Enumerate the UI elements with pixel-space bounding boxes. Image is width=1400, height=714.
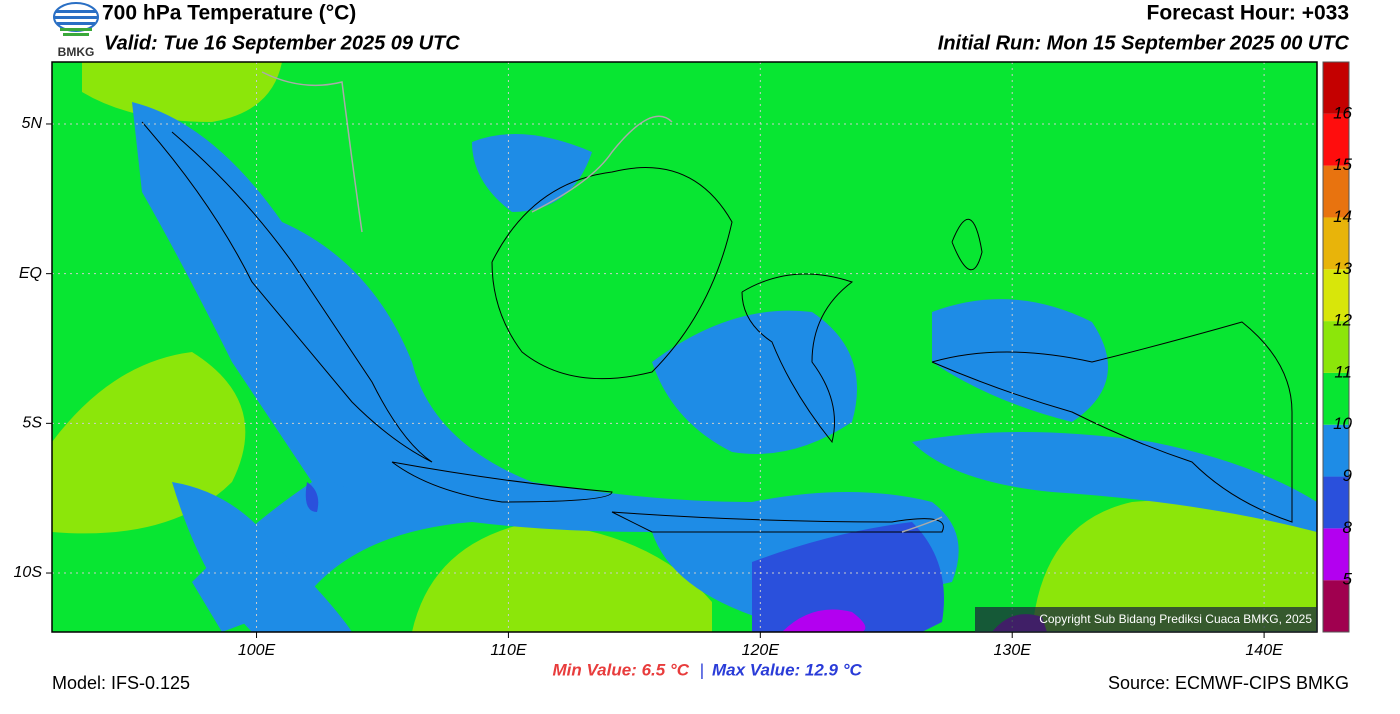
- field-region: [652, 310, 857, 454]
- colorbar-swatch: [1323, 217, 1349, 270]
- max-value: Max Value: 12.9 °C: [712, 660, 863, 679]
- field-region: [412, 522, 712, 632]
- valid-time: Valid: Tue 16 September 2025 09 UTC: [104, 32, 460, 54]
- colorbar-label: 15: [1333, 155, 1352, 174]
- initial-run: Initial Run: Mon 15 September 2025 00 UT…: [938, 32, 1350, 54]
- logo-text: BMKG: [58, 45, 95, 59]
- colorbar-label: 8: [1343, 518, 1353, 537]
- colorbar-swatch: [1323, 269, 1349, 322]
- copyright-box: [975, 607, 1317, 632]
- lat-label: 5N: [22, 115, 43, 132]
- colorbar-swatch: [1323, 62, 1349, 114]
- separator: |: [700, 660, 704, 679]
- borders: [261, 71, 943, 533]
- min-value: Min Value: 6.5 °C: [552, 660, 689, 679]
- colorbar-label: 11: [1334, 362, 1352, 381]
- colorbar-label: 10: [1333, 414, 1352, 433]
- colorbar-label: 13: [1333, 259, 1352, 278]
- colorbar-swatch: [1323, 528, 1349, 581]
- field-region: [172, 482, 352, 632]
- lon-label: 140E: [1245, 642, 1283, 659]
- colorbar-frame: [1322, 61, 1350, 633]
- title: 700 hPa Temperature (°C): [102, 2, 356, 25]
- logo: BMKG: [53, 2, 99, 59]
- map-field: [52, 62, 1317, 632]
- lon-label: 120E: [742, 642, 780, 659]
- colorbar-swatch: [1323, 113, 1349, 166]
- model: Model: IFS-0.125: [52, 673, 190, 693]
- field-region: [1032, 500, 1317, 632]
- field-region: [52, 352, 246, 534]
- copyright: Copyright Sub Bidang Prediksi Cuaca BMKG…: [1039, 612, 1312, 626]
- colorbar-label: 9: [1343, 466, 1353, 485]
- field-region: [912, 432, 1317, 532]
- field-region: [312, 362, 382, 489]
- colorbar-swatch: [1323, 372, 1349, 425]
- field-region: [305, 482, 319, 512]
- colorbar-label: 16: [1333, 103, 1352, 122]
- map-frame: [51, 61, 1318, 633]
- colorbar-label: 5: [1343, 570, 1353, 589]
- lat-label: 5S: [22, 415, 42, 432]
- field-region: [132, 102, 959, 632]
- colorbar-swatch: [1323, 424, 1349, 477]
- lon-label: 130E: [994, 642, 1032, 659]
- colorbar-swatch: [1323, 165, 1349, 218]
- field-region: [752, 522, 944, 632]
- field-region: [932, 299, 1108, 422]
- lat-label: EQ: [19, 265, 42, 282]
- colorbar-label: 12: [1333, 311, 1352, 330]
- source: Source: ECMWF-CIPS BMKG: [1108, 673, 1349, 693]
- field-region: [782, 609, 866, 632]
- lat-label: 10S: [14, 564, 43, 581]
- colorbar-swatch: [1323, 476, 1349, 529]
- field-region: [472, 134, 592, 212]
- colorbar-swatch: [1323, 321, 1349, 373]
- field-region: [82, 62, 282, 122]
- colorbar-swatch: [1323, 580, 1349, 632]
- lon-label: 110E: [490, 642, 527, 659]
- forecast-hour: Forecast Hour: +033: [1147, 2, 1350, 25]
- lon-label: 100E: [238, 642, 276, 659]
- colorbar-label: 14: [1333, 207, 1352, 226]
